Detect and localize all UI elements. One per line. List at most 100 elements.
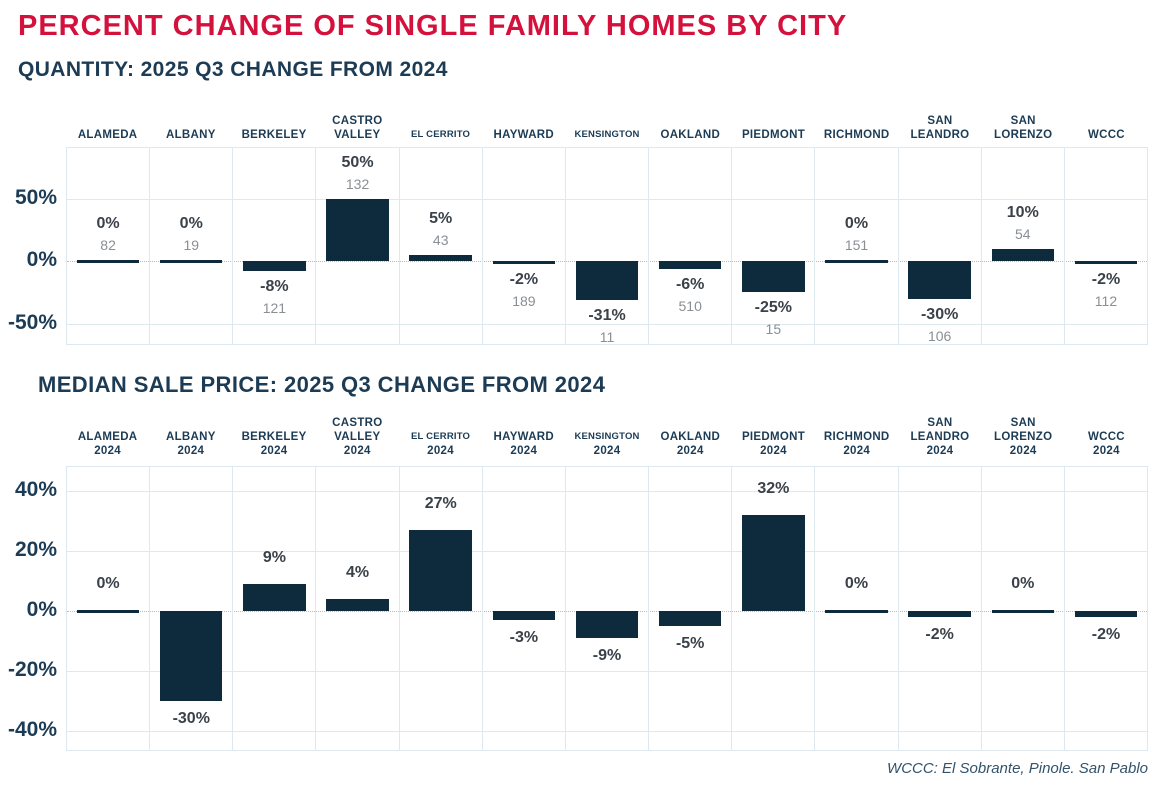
bar <box>825 609 888 613</box>
column-header-year: 2024 <box>760 445 787 457</box>
bar-label-group: 50% 132 <box>296 152 419 195</box>
column-header-year: 2024 <box>510 445 538 457</box>
bar <box>409 530 472 611</box>
bar-label-group: 0% <box>46 573 169 595</box>
column-header-year: 2024 <box>843 445 871 457</box>
page-title: PERCENT CHANGE OF SINGLE FAMILY HOMES BY… <box>18 10 848 42</box>
bar-label-group: 32% <box>712 478 835 500</box>
bar <box>326 199 389 262</box>
bar <box>658 611 722 626</box>
column-header-year: 2024 <box>177 445 205 457</box>
column-header-line: RICHMOND <box>823 129 890 141</box>
bar-value-label: 0% <box>96 214 120 232</box>
chart-column: -3% <box>483 467 566 750</box>
bar-value-label: 0% <box>96 574 120 592</box>
column-header-year: 2024 <box>676 445 704 457</box>
bar <box>160 259 223 263</box>
column-header: PIEDMONT <box>732 128 815 146</box>
bar-value-label: 27% <box>424 495 457 512</box>
column-header-line: PIEDMONT <box>741 431 806 443</box>
bar <box>575 261 639 300</box>
bar <box>742 261 805 293</box>
bar-value-label: 0% <box>844 214 869 232</box>
column-header: BERKELEY <box>232 128 315 146</box>
gridline <box>67 491 1147 492</box>
column-header-line: EL CERRITO <box>410 431 471 442</box>
bar-value-label: -2% <box>1091 271 1121 289</box>
column-header-line: LEANDRO <box>910 129 970 141</box>
chart-column: 50% 132 <box>316 148 400 344</box>
bar <box>575 611 639 638</box>
bar-value-label: 9% <box>262 549 286 566</box>
column-header-line: BERKELEY <box>241 129 307 141</box>
chart-column: -5% <box>649 467 733 750</box>
gridline <box>67 199 1147 201</box>
bar <box>76 259 140 263</box>
column-header-line: LORENZO <box>994 431 1053 443</box>
bar <box>160 611 223 701</box>
bar <box>243 261 306 272</box>
column-header-line: HAYWARD <box>493 431 555 443</box>
bar-label-group: -2% 189 <box>462 269 585 312</box>
bar-label-group: 10% 54 <box>961 202 1084 245</box>
column-header-line: PIEDMONT <box>741 129 806 141</box>
bar-label-group: 9% <box>213 547 336 569</box>
column-header-line: ALAMEDA <box>77 431 138 443</box>
column-header-year: 2024 <box>427 445 454 457</box>
column-header-year: 2024 <box>593 445 621 457</box>
chart-column: 5% 43 <box>400 148 483 344</box>
column-header: HAYWARD <box>482 128 565 146</box>
column-header-line: OAKLAND <box>660 431 721 443</box>
y-axis-tick-label: 40% <box>14 478 57 501</box>
bar <box>409 255 472 262</box>
bar-value-label: 0% <box>1011 574 1035 592</box>
bar-count-label: 189 <box>512 293 536 310</box>
footnote: WCCC: El Sobrante, Pinole. San Pablo <box>887 760 1148 777</box>
chart-column: -2% <box>899 467 982 750</box>
quantity-chart-title: QUANTITY: 2025 Q3 CHANGE FROM 2024 <box>18 58 448 81</box>
column-header: SAN LEANDRO <box>898 114 981 146</box>
bar-label-group: -8% 121 <box>213 276 336 319</box>
gridline <box>67 323 1147 325</box>
chart-column: 27% <box>400 467 483 750</box>
column-header: KENSINGTON 2024 <box>565 430 648 462</box>
chart-column: -2% 189 <box>483 148 566 344</box>
column-header-line: EL CERRITO <box>410 129 471 140</box>
bar-label-group: -6% 510 <box>629 274 752 317</box>
chart-column: 0% 151 <box>815 148 899 344</box>
bar-label-group: 27% <box>379 493 502 515</box>
bar-label-group: -2% <box>878 624 1001 646</box>
y-axis-tick-label: 50% <box>14 186 57 210</box>
bar-value-label: -5% <box>675 635 705 652</box>
chart-column: -25% 15 <box>732 148 816 344</box>
column-header-line: HAYWARD <box>493 129 555 141</box>
column-header: CASTRO VALLEY 2024 <box>316 416 399 462</box>
bar <box>825 259 888 263</box>
column-header-year: 2024 <box>94 445 122 457</box>
column-header-line: SAN <box>1010 115 1036 127</box>
bar-count-label: 19 <box>183 236 200 253</box>
column-headers: ALAMEDA 2024 ALBANY 2024 BERKELEY 2024 CASTRO V… <box>66 398 1148 462</box>
bar-label-group: -5% <box>629 633 752 655</box>
plot-area: 0% 82 0% 19 -8% 121 50% 132 5% 43 -2% 189 -31% 11 -6% 5… <box>66 147 1148 345</box>
column-header-line: RICHMOND <box>823 431 890 443</box>
column-header: ALAMEDA 2024 <box>66 430 149 462</box>
column-header: ALBANY <box>149 128 232 146</box>
gridline <box>67 551 1147 552</box>
bar <box>1074 261 1138 265</box>
y-axis-tick-label: -20% <box>7 658 57 681</box>
column-header-line: LEANDRO <box>910 431 970 443</box>
bar <box>326 599 389 611</box>
bar-label-group: 0% 82 <box>46 213 169 256</box>
column-header-line: KENSINGTON <box>574 129 640 140</box>
bar-label-group: -30% <box>130 708 253 730</box>
chart-column: 32% <box>732 467 816 750</box>
bar-value-label: -2% <box>509 271 539 289</box>
column-header: HAYWARD 2024 <box>482 430 565 462</box>
bar-count-label: 510 <box>678 297 702 314</box>
column-header-year: 2024 <box>260 445 288 457</box>
column-header-year: 2024 <box>926 445 954 457</box>
chart-column: -8% 121 <box>233 148 317 344</box>
price-chart-title: MEDIAN SALE PRICE: 2025 Q3 CHANGE FROM 2… <box>38 372 606 397</box>
bar-value-label: -31% <box>588 306 626 324</box>
